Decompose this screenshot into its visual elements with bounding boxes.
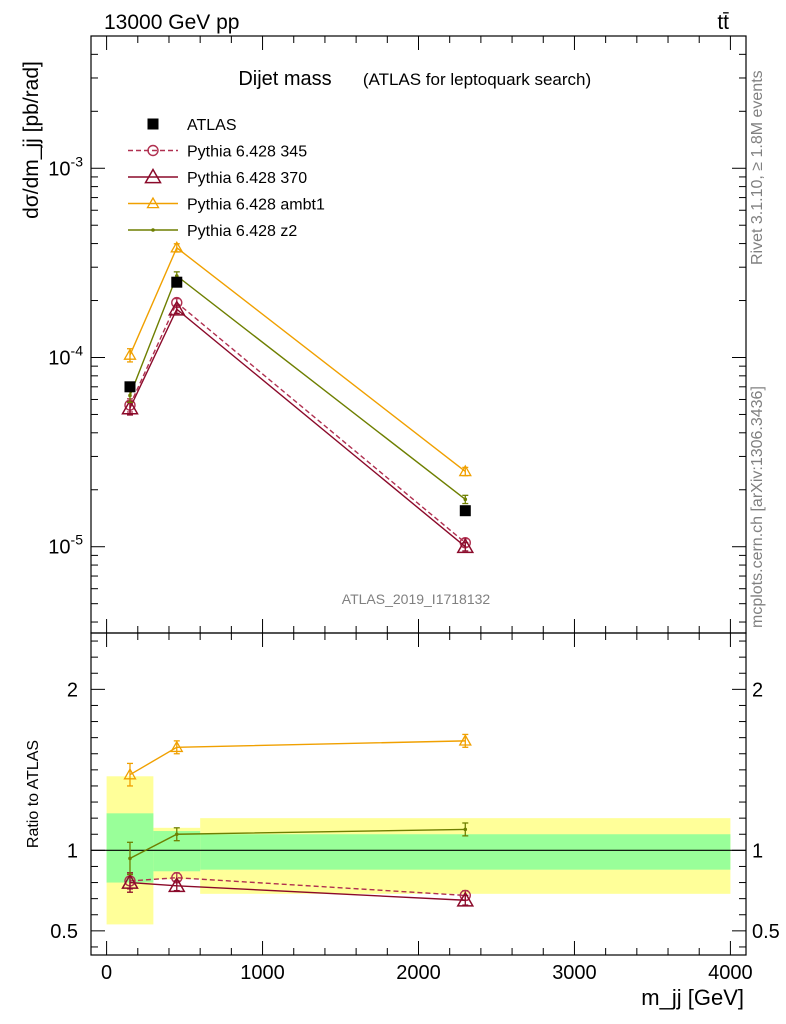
legend-entry-z2: Pythia 6.428 z2 — [128, 223, 297, 240]
ratio-frame — [90, 632, 747, 956]
x-tick-label: 0 — [101, 962, 112, 984]
point-ambt1 — [170, 240, 184, 253]
x-axis-label: m_jj [GeV] — [641, 985, 744, 1010]
main-panel: 10-510-410-3 Dijet mass (ATLAS for lepto… — [20, 35, 747, 634]
header-left: 13000 GeV pp — [104, 11, 239, 34]
legend-entry-data: ATLAS — [147, 117, 237, 134]
x-tick-label: 1000 — [240, 962, 285, 984]
legend-label: Pythia 6.428 ambt1 — [187, 197, 325, 214]
plot-title: Dijet mass — [238, 68, 331, 90]
point-p370 — [456, 537, 475, 554]
legend-marker — [144, 167, 162, 184]
uncertainty-band-inner — [200, 834, 731, 870]
point-p370 — [121, 399, 139, 415]
point-ambt1 — [458, 464, 472, 477]
x-tick-label: 2000 — [396, 962, 441, 984]
x-tick-label: 4000 — [708, 962, 753, 984]
point-z2 — [128, 393, 132, 398]
legend-marker — [146, 196, 160, 209]
y-tick-label-right: 1 — [752, 840, 763, 862]
y-tick-label: 10-4 — [48, 342, 83, 369]
point-p370 — [167, 300, 186, 316]
main-plot-content — [121, 240, 475, 554]
y-tick-label: 1 — [67, 840, 78, 862]
point-z2 — [463, 827, 468, 832]
analysis-id: ATLAS_2019_I1718132 — [342, 591, 491, 607]
series-ambt1 — [123, 733, 472, 787]
legend-label: Pythia 6.428 370 — [187, 170, 307, 187]
y-tick-label: 10-3 — [48, 153, 83, 180]
ratio-ticks: 0.5 0.5 1 1 2 2 0 1000 2000 3000 4000 — [50, 633, 780, 984]
main-y-axis-label: dσ/dm_jj [pb/rad] — [20, 61, 43, 219]
series-z2 — [126, 822, 469, 876]
point-p370 — [121, 873, 139, 889]
point-ambt1 — [458, 734, 472, 746]
y-tick-label: 2 — [67, 679, 78, 701]
plot-subtitle: (ATLAS for leptoquark search) — [363, 70, 591, 89]
point-z2 — [174, 832, 179, 837]
series-p370 — [121, 872, 475, 907]
y-tick-label-right: 0.5 — [752, 921, 780, 943]
point-ambt1 — [170, 740, 184, 753]
point-z2 — [463, 497, 468, 502]
y-tick-label-base: 10 — [48, 158, 70, 180]
series-line-p345 — [129, 301, 466, 544]
y-tick-label: 0.5 — [50, 921, 78, 943]
data-point — [124, 381, 136, 393]
main-ticks: 10-510-410-3 — [48, 35, 746, 633]
series-line-z2 — [129, 274, 466, 500]
legend-label: Pythia 6.428 345 — [187, 144, 307, 161]
legend-entry-p370: Pythia 6.428 370 — [128, 167, 307, 187]
y-tick-label: 10-5 — [48, 532, 83, 559]
header-right: tt̄ — [717, 11, 729, 34]
point-ambt1 — [123, 767, 137, 780]
series-p345 — [124, 296, 471, 549]
ratio-plot-content — [91, 733, 746, 925]
ratio-y-axis-label: Ratio to ATLAS — [25, 740, 42, 848]
point-p370 — [167, 876, 186, 893]
rivet-label: Rivet 3.1.10, ≥ 1.8M events — [749, 70, 766, 265]
y-tick-label-exp: -5 — [71, 532, 84, 548]
y-tick-label-exp: -3 — [71, 153, 84, 169]
legend-marker — [151, 228, 155, 232]
legend-marker — [147, 144, 159, 157]
point-ambt1 — [123, 348, 137, 360]
series-p370 — [121, 300, 475, 554]
legend-label: Pythia 6.428 z2 — [187, 223, 297, 240]
y-tick-label-right: 2 — [752, 679, 763, 701]
point-p370 — [456, 891, 475, 907]
x-tick-label: 3000 — [552, 962, 597, 984]
series-line-p370 — [129, 308, 466, 548]
legend-marker — [147, 118, 159, 130]
legend-entry-ambt1: Pythia 6.428 ambt1 — [128, 197, 325, 214]
legend-label: ATLAS — [187, 117, 237, 134]
series-line-ambt1 — [129, 740, 466, 776]
main-y-axis-label-main: dσ/dm_jj [pb/rad] — [20, 61, 43, 219]
legend-entry-p345: Pythia 6.428 345 — [128, 144, 307, 161]
point-z2 — [128, 856, 132, 861]
ratio-panel: 0.5 0.5 1 1 2 2 0 1000 2000 3000 4000 Ratio to ATL… — [25, 632, 780, 1010]
legend: ATLAS Pythia 6.428 345 Pythia 6.428 370 Pyt… — [128, 117, 325, 240]
y-tick-label-base: 10 — [48, 347, 70, 369]
series-ambt1 — [123, 240, 472, 477]
y-tick-label-exp: -4 — [71, 342, 84, 358]
data-point — [171, 276, 183, 288]
y-tick-label-base: 10 — [48, 537, 70, 559]
mcplots-label: mcplots.cern.ch [arXiv:1306.3436] — [749, 386, 766, 628]
data-point — [459, 505, 471, 517]
